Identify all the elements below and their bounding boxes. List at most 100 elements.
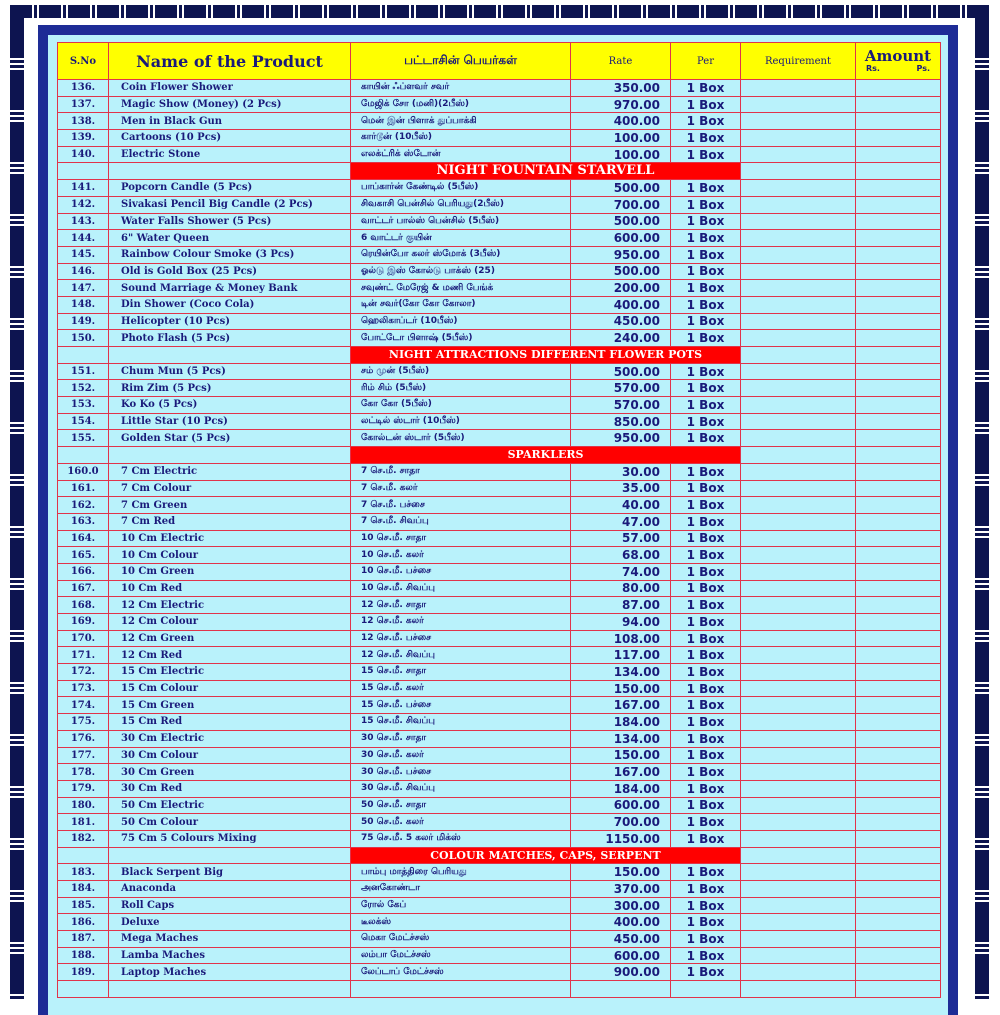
requirement-cell[interactable] bbox=[740, 746, 856, 765]
requirement-cell[interactable] bbox=[740, 329, 856, 347]
tamil-name-cell: எலக்ட்ரிக் ஸ்டோன் bbox=[350, 145, 571, 164]
requirement-cell[interactable] bbox=[740, 129, 856, 147]
requirement-cell[interactable] bbox=[740, 579, 856, 598]
requirement-cell[interactable] bbox=[740, 145, 856, 164]
requirement-cell[interactable] bbox=[740, 229, 856, 247]
requirement-cell[interactable] bbox=[740, 262, 856, 281]
requirement-cell[interactable] bbox=[740, 679, 856, 698]
per-cell: 1 Box bbox=[670, 462, 741, 481]
table-row: 175. 15 Cm Red 15 செ.மீ. சிவப்பு 184.00 1 Bo… bbox=[57, 713, 941, 731]
tamil-name-cell: 75 செ.மீ. 5 கலர் மிக்ஸ் bbox=[350, 829, 571, 848]
product-name-cell: Deluxe bbox=[108, 913, 351, 932]
requirement-cell[interactable] bbox=[740, 212, 856, 231]
requirement-cell[interactable] bbox=[740, 112, 856, 131]
requirement-cell[interactable] bbox=[740, 512, 856, 531]
requirement-cell[interactable] bbox=[740, 79, 856, 97]
rate-cell: 240.00 bbox=[570, 329, 671, 347]
rate-cell: 500.00 bbox=[570, 179, 671, 197]
requirement-cell[interactable] bbox=[740, 429, 856, 448]
sno-cell: 153. bbox=[57, 396, 109, 414]
requirement-cell[interactable] bbox=[740, 496, 856, 514]
sno-cell: 143. bbox=[57, 212, 109, 231]
product-name-cell: Anaconda bbox=[108, 880, 351, 898]
tamil-name-cell: வாட்டர் பால்ஸ் பென்சில் (5பீஸ்) bbox=[350, 212, 571, 231]
sno-cell: 149. bbox=[57, 312, 109, 331]
requirement-cell[interactable] bbox=[740, 312, 856, 331]
requirement-cell[interactable] bbox=[740, 763, 856, 781]
rate-cell: 570.00 bbox=[570, 396, 671, 414]
per-cell: 1 Box bbox=[670, 963, 741, 982]
requirement-cell[interactable] bbox=[740, 930, 856, 948]
sno-cell: 179. bbox=[57, 779, 109, 798]
requirement-cell[interactable] bbox=[740, 779, 856, 798]
sno-cell: 184. bbox=[57, 880, 109, 898]
requirement-cell[interactable] bbox=[740, 412, 856, 431]
requirement-cell[interactable] bbox=[740, 663, 856, 681]
requirement-cell[interactable] bbox=[740, 95, 856, 114]
requirement-cell[interactable] bbox=[740, 946, 856, 965]
per-cell: 1 Box bbox=[670, 596, 741, 614]
requirement-cell[interactable] bbox=[740, 613, 856, 631]
requirement-cell[interactable] bbox=[740, 462, 856, 481]
requirement-cell[interactable] bbox=[740, 696, 856, 715]
requirement-cell[interactable] bbox=[740, 796, 856, 815]
per-cell: 1 Box bbox=[670, 696, 741, 715]
requirement-cell[interactable] bbox=[740, 829, 856, 848]
sno-cell: 178. bbox=[57, 763, 109, 781]
table-row: 151. Chum Mun (5 Pcs) சம் முன் (5பீஸ்) 500.… bbox=[57, 362, 941, 381]
product-name-cell: 7 Cm Red bbox=[108, 512, 351, 531]
requirement-cell[interactable] bbox=[740, 963, 856, 982]
product-name-cell: 30 Cm Electric bbox=[108, 729, 351, 748]
requirement-cell[interactable] bbox=[740, 863, 856, 881]
requirement-cell[interactable] bbox=[740, 813, 856, 831]
section-cell: COLOUR MATCHES, CAPS, SERPENT bbox=[350, 846, 741, 865]
requirement-cell[interactable] bbox=[740, 913, 856, 932]
tamil-name-cell: மெகா மேட்ச்சஸ் bbox=[350, 930, 571, 948]
header-sno: S.No bbox=[57, 42, 109, 80]
requirement-cell[interactable] bbox=[740, 479, 856, 498]
rate-cell: 450.00 bbox=[570, 312, 671, 331]
requirement-cell[interactable] bbox=[740, 195, 856, 214]
sno-cell: 177. bbox=[57, 746, 109, 765]
sno-cell: 148. bbox=[57, 295, 109, 314]
requirement-cell[interactable] bbox=[740, 880, 856, 898]
requirement-cell[interactable] bbox=[740, 713, 856, 731]
requirement-cell[interactable] bbox=[740, 379, 856, 398]
amount-cell bbox=[855, 446, 941, 464]
requirement-cell[interactable] bbox=[740, 362, 856, 381]
product-name-cell: 10 Cm Green bbox=[108, 562, 351, 581]
requirement-cell[interactable] bbox=[740, 245, 856, 264]
table-row: 169. 12 Cm Colour 12 செ.மீ. கலர் 94.00 1 Box bbox=[57, 613, 941, 631]
per-cell: 1 Box bbox=[670, 79, 741, 97]
requirement-cell[interactable] bbox=[740, 596, 856, 614]
table-row: 183. Black Serpent Big பாம்பு மாத்திரை பெர… bbox=[57, 863, 941, 881]
rate-cell: 1150.00 bbox=[570, 829, 671, 848]
amount-cell bbox=[855, 796, 941, 815]
header-rate: Rate bbox=[570, 42, 671, 80]
requirement-cell[interactable] bbox=[740, 646, 856, 665]
requirement-cell[interactable] bbox=[740, 729, 856, 748]
product-name-cell: Electric Stone bbox=[108, 145, 351, 164]
sno-cell: 144. bbox=[57, 229, 109, 247]
requirement-cell[interactable] bbox=[740, 546, 856, 564]
per-cell: 1 Box bbox=[670, 679, 741, 698]
table-row: 167. 10 Cm Red 10 செ.மீ. சிவப்பு 80.00 1 Box bbox=[57, 579, 941, 598]
requirement-cell[interactable] bbox=[740, 896, 856, 915]
requirement-cell[interactable] bbox=[740, 629, 856, 648]
rate-cell: 600.00 bbox=[570, 796, 671, 815]
requirement-cell[interactable] bbox=[740, 179, 856, 197]
table-row: 166. 10 Cm Green 10 செ.மீ. பச்சை 74.00 1 Box bbox=[57, 562, 941, 581]
requirement-cell[interactable] bbox=[740, 529, 856, 548]
rate-cell: 150.00 bbox=[570, 746, 671, 765]
requirement-cell[interactable] bbox=[740, 396, 856, 414]
table-row: 170. 12 Cm Green 12 செ.மீ. பச்சை 108.00 1 Bo… bbox=[57, 629, 941, 648]
requirement-cell[interactable] bbox=[740, 279, 856, 297]
rate-cell: 40.00 bbox=[570, 496, 671, 514]
per-cell: 1 Box bbox=[670, 212, 741, 231]
table-row: 136. Coin Flower Shower காயின் ஃப்ளவர் சவர… bbox=[57, 79, 941, 97]
tamil-name-cell: 7 செ.மீ. கலர் bbox=[350, 479, 571, 498]
amount-cell bbox=[855, 312, 941, 331]
requirement-cell[interactable] bbox=[740, 295, 856, 314]
requirement-cell[interactable] bbox=[740, 562, 856, 581]
sno-cell: 155. bbox=[57, 429, 109, 448]
